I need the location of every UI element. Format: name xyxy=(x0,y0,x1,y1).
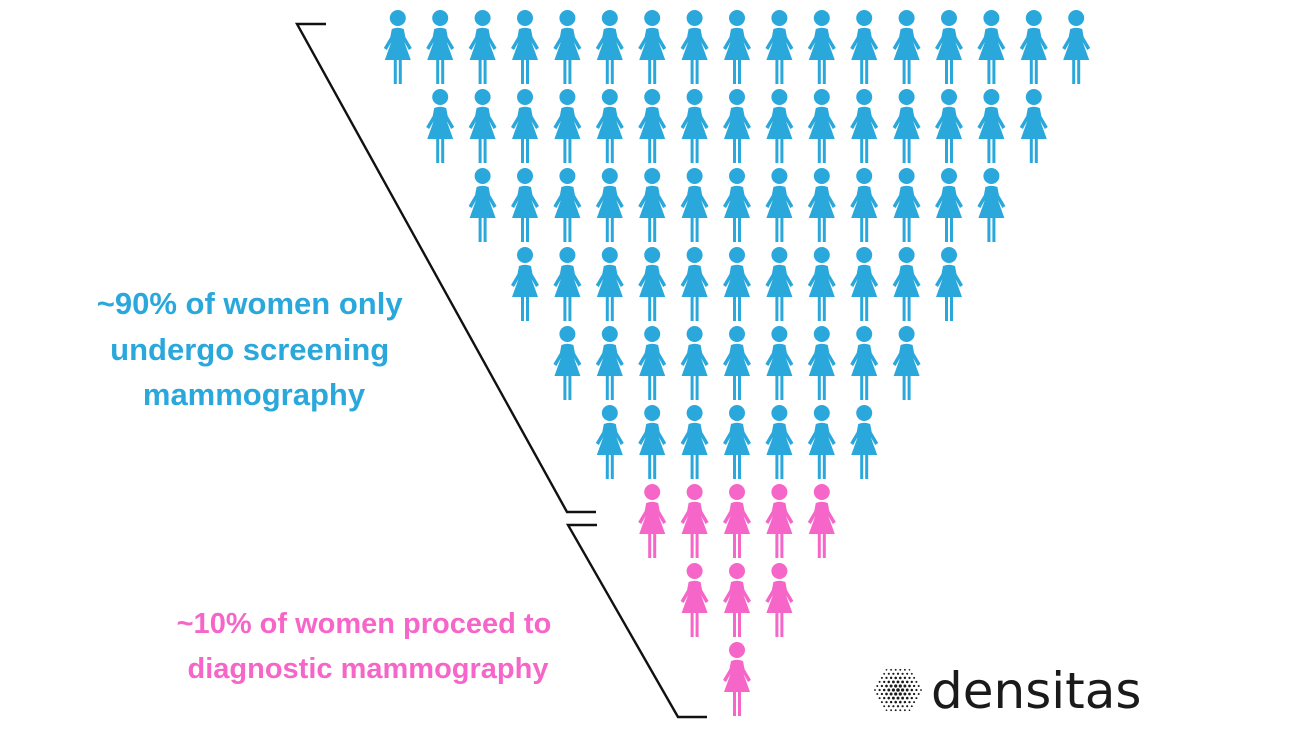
diagnostic-woman-icon xyxy=(765,563,794,637)
screening-woman-icon xyxy=(765,89,794,163)
screening-woman-icon xyxy=(638,10,667,84)
screening-woman-icon xyxy=(595,89,624,163)
screening-woman-icon xyxy=(850,10,879,84)
screening-woman-icon xyxy=(680,405,709,479)
screening-woman-icon xyxy=(850,247,879,321)
screening-woman-icon xyxy=(935,10,963,84)
screening-woman-icon xyxy=(850,326,879,400)
screening-woman-icon xyxy=(680,326,709,400)
screening-woman-icon xyxy=(977,168,1006,242)
screening-woman-icon xyxy=(765,405,794,479)
screening-woman-icon xyxy=(977,89,1006,163)
brand-name: densitas xyxy=(931,662,1141,720)
screening-woman-icon xyxy=(892,10,921,84)
screening-woman-icon xyxy=(511,89,539,163)
screening-woman-icon xyxy=(807,89,836,163)
screening-bracket xyxy=(294,22,596,514)
screening-woman-icon xyxy=(892,168,921,242)
densitas-logo: densitas xyxy=(874,662,1141,720)
screening-woman-icon xyxy=(595,405,624,479)
screening-woman-icon xyxy=(553,10,582,84)
screening-woman-icon xyxy=(553,168,582,242)
screening-woman-icon xyxy=(765,10,794,84)
screening-woman-icon xyxy=(723,326,751,400)
screening-woman-icon xyxy=(680,247,709,321)
screening-woman-icon xyxy=(765,247,794,321)
dot-grid-logo-icon xyxy=(874,668,922,712)
diagnostic-woman-icon xyxy=(723,563,751,637)
screening-woman-icon xyxy=(468,89,497,163)
screening-woman-icon xyxy=(892,89,921,163)
screening-label: ~90% of women only undergo screening mam… xyxy=(97,286,411,412)
screening-woman-icon xyxy=(850,168,879,242)
screening-woman-icon xyxy=(807,10,836,84)
screening-woman-icon xyxy=(638,405,667,479)
screening-woman-icon xyxy=(511,168,539,242)
diagnostic-label: ~10% of women proceed to diagnostic mamm… xyxy=(177,608,560,685)
screening-woman-icon xyxy=(426,10,455,84)
screening-woman-icon xyxy=(1019,89,1048,163)
screening-woman-icon xyxy=(553,247,582,321)
screening-woman-icon xyxy=(977,10,1006,84)
screening-woman-icon xyxy=(723,89,751,163)
screening-woman-icon xyxy=(850,89,879,163)
screening-woman-icon xyxy=(723,168,751,242)
screening-woman-icon xyxy=(1062,10,1091,84)
screening-woman-icon xyxy=(680,89,709,163)
screening-woman-icon xyxy=(807,168,836,242)
screening-woman-icon xyxy=(935,168,963,242)
screening-woman-icon xyxy=(638,326,667,400)
screening-woman-icon xyxy=(723,405,751,479)
diagnostic-woman-icon xyxy=(638,484,667,558)
screening-woman-icon xyxy=(723,10,751,84)
screening-woman-icon xyxy=(935,89,963,163)
screening-woman-icon xyxy=(765,326,794,400)
diagnostic-woman-icon xyxy=(680,563,709,637)
diagnostic-woman-icon xyxy=(680,484,709,558)
screening-woman-icon xyxy=(807,405,836,479)
screening-woman-icon xyxy=(595,247,624,321)
screening-woman-icon xyxy=(935,247,963,321)
screening-woman-icon xyxy=(553,326,582,400)
diagnostic-woman-icon xyxy=(765,484,794,558)
screening-woman-icon xyxy=(807,326,836,400)
screening-woman-icon xyxy=(468,10,497,84)
screening-woman-icon xyxy=(1019,10,1048,84)
screening-woman-icon xyxy=(765,168,794,242)
screening-woman-icon xyxy=(680,10,709,84)
screening-woman-icon xyxy=(468,168,497,242)
screening-woman-icon xyxy=(638,89,667,163)
screening-woman-icon xyxy=(511,247,539,321)
screening-woman-icon xyxy=(638,168,667,242)
diagnostic-woman-icon xyxy=(807,484,836,558)
screening-woman-icon xyxy=(511,10,539,84)
screening-woman-icon xyxy=(850,405,879,479)
diagnostic-woman-icon xyxy=(723,642,751,716)
screening-woman-icon xyxy=(426,89,455,163)
diagnostic-bracket xyxy=(565,523,707,719)
screening-woman-icon xyxy=(807,247,836,321)
screening-woman-icon xyxy=(595,326,624,400)
screening-woman-icon xyxy=(892,326,921,400)
screening-woman-icon xyxy=(723,247,751,321)
screening-woman-icon xyxy=(892,247,921,321)
screening-woman-icon xyxy=(680,168,709,242)
screening-woman-icon xyxy=(595,168,624,242)
screening-woman-icon xyxy=(638,247,667,321)
screening-woman-icon xyxy=(595,10,624,84)
screening-woman-icon xyxy=(383,10,412,84)
screening-woman-icon xyxy=(553,89,582,163)
diagnostic-woman-icon xyxy=(723,484,751,558)
